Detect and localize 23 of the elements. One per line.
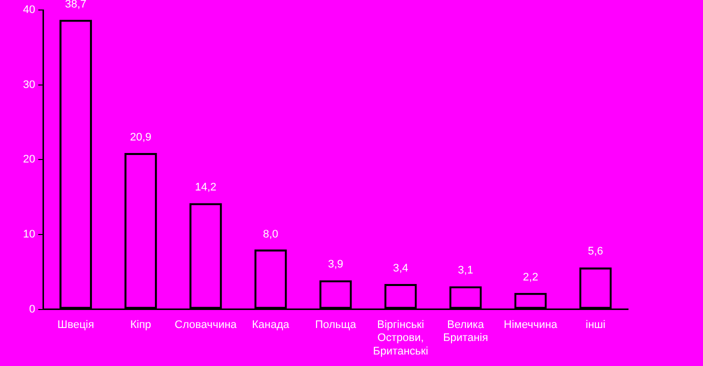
x-tick-label: Швеція: [57, 319, 94, 332]
x-tick-label: Німеччина: [504, 319, 558, 332]
data-label: 8,0: [262, 228, 278, 241]
y-tick-label: 30: [22, 78, 36, 91]
x-tick-label: інші: [586, 319, 606, 332]
data-label: 3,9: [328, 258, 344, 271]
data-label: 3,4: [392, 262, 408, 275]
y-tick-label: 0: [29, 303, 36, 316]
data-label: 2,2: [522, 272, 538, 284]
x-tick-label: Польща: [315, 319, 358, 332]
x-tick-label: Словаччина: [174, 319, 238, 332]
data-label: 3,1: [458, 264, 474, 277]
y-tick-label: 40: [22, 4, 36, 16]
data-label: 20,9: [130, 132, 152, 144]
y-tick-label: 20: [22, 154, 36, 166]
data-label: 38,7: [65, 0, 86, 11]
y-tick-label: 10: [22, 228, 36, 241]
data-label: 5,6: [588, 246, 604, 258]
x-tick-label: Кіпр: [130, 319, 152, 332]
x-tick-label: Канада: [252, 319, 290, 332]
x-tick-label: Велика Британія: [443, 319, 488, 344]
data-label: 14,2: [194, 182, 216, 194]
x-tick-label: Віргінські Острови, Британські: [373, 319, 428, 358]
